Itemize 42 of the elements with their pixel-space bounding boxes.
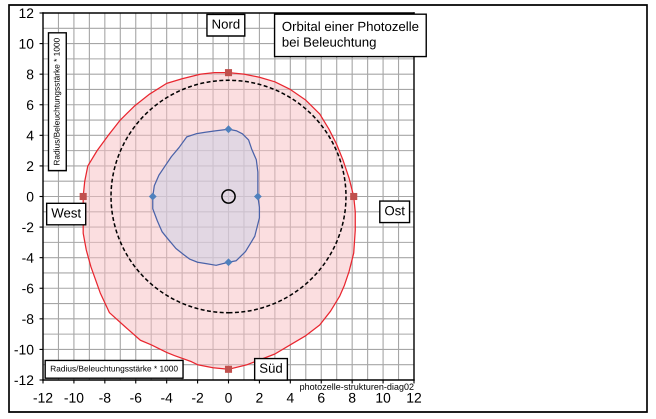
x-tick-label: -10 [64,392,84,403]
y-tick-label: 6 [26,100,34,110]
y-tick-label: -8 [22,314,34,324]
y-tick-label: 8 [26,70,34,80]
point [80,192,87,200]
annotation: West [51,208,81,218]
x-tick-label: -12 [34,392,52,403]
text: photozelle-strukturen-diag02 [300,383,414,392]
x-tick-label: -4 [161,393,172,403]
x-tick-label: 6 [318,392,324,403]
x-tick-label: -2 [192,392,204,403]
text: Orbital einer Photozelle bei Beleuchtung [282,21,418,50]
y-tick-label: -2 [22,222,34,232]
x-tick-label: 0 [225,392,232,403]
y-tick-label: 2 [26,161,34,171]
y-tick-label: -12 [14,375,34,386]
x-tick-label: 4 [286,393,294,403]
point [254,192,262,200]
annotation: Ost [385,206,405,216]
y-tick-label: 4 [26,130,34,140]
y-tick-label: 10 [20,38,34,49]
point [350,192,358,200]
annotation: Nord [212,19,240,29]
y-axis-title: Radius/Beleuchtungsstärke * 1000 [53,38,62,165]
y-tick-label: -6 [22,284,34,294]
point [224,125,232,134]
x-tick-label: 2 [256,392,263,403]
y-tick-label: -10 [14,344,34,355]
point [148,192,157,200]
y-tick-label: 12 [20,8,34,18]
x-tick-label: 12 [407,392,422,403]
x-tick-label: 10 [376,392,390,403]
point [224,366,232,373]
y-tick-label: 0 [26,192,34,202]
point [224,69,232,76]
annotation: Süd [260,363,282,373]
point [224,258,232,266]
y-tick-label: -4 [22,253,34,263]
x-tick-label: 8 [348,392,356,403]
x-axis-title: Radius/Beleuchtungsstärke * 1000 [50,365,178,374]
x-tick-label: -6 [130,392,142,403]
x-tick-label: -8 [99,392,110,403]
